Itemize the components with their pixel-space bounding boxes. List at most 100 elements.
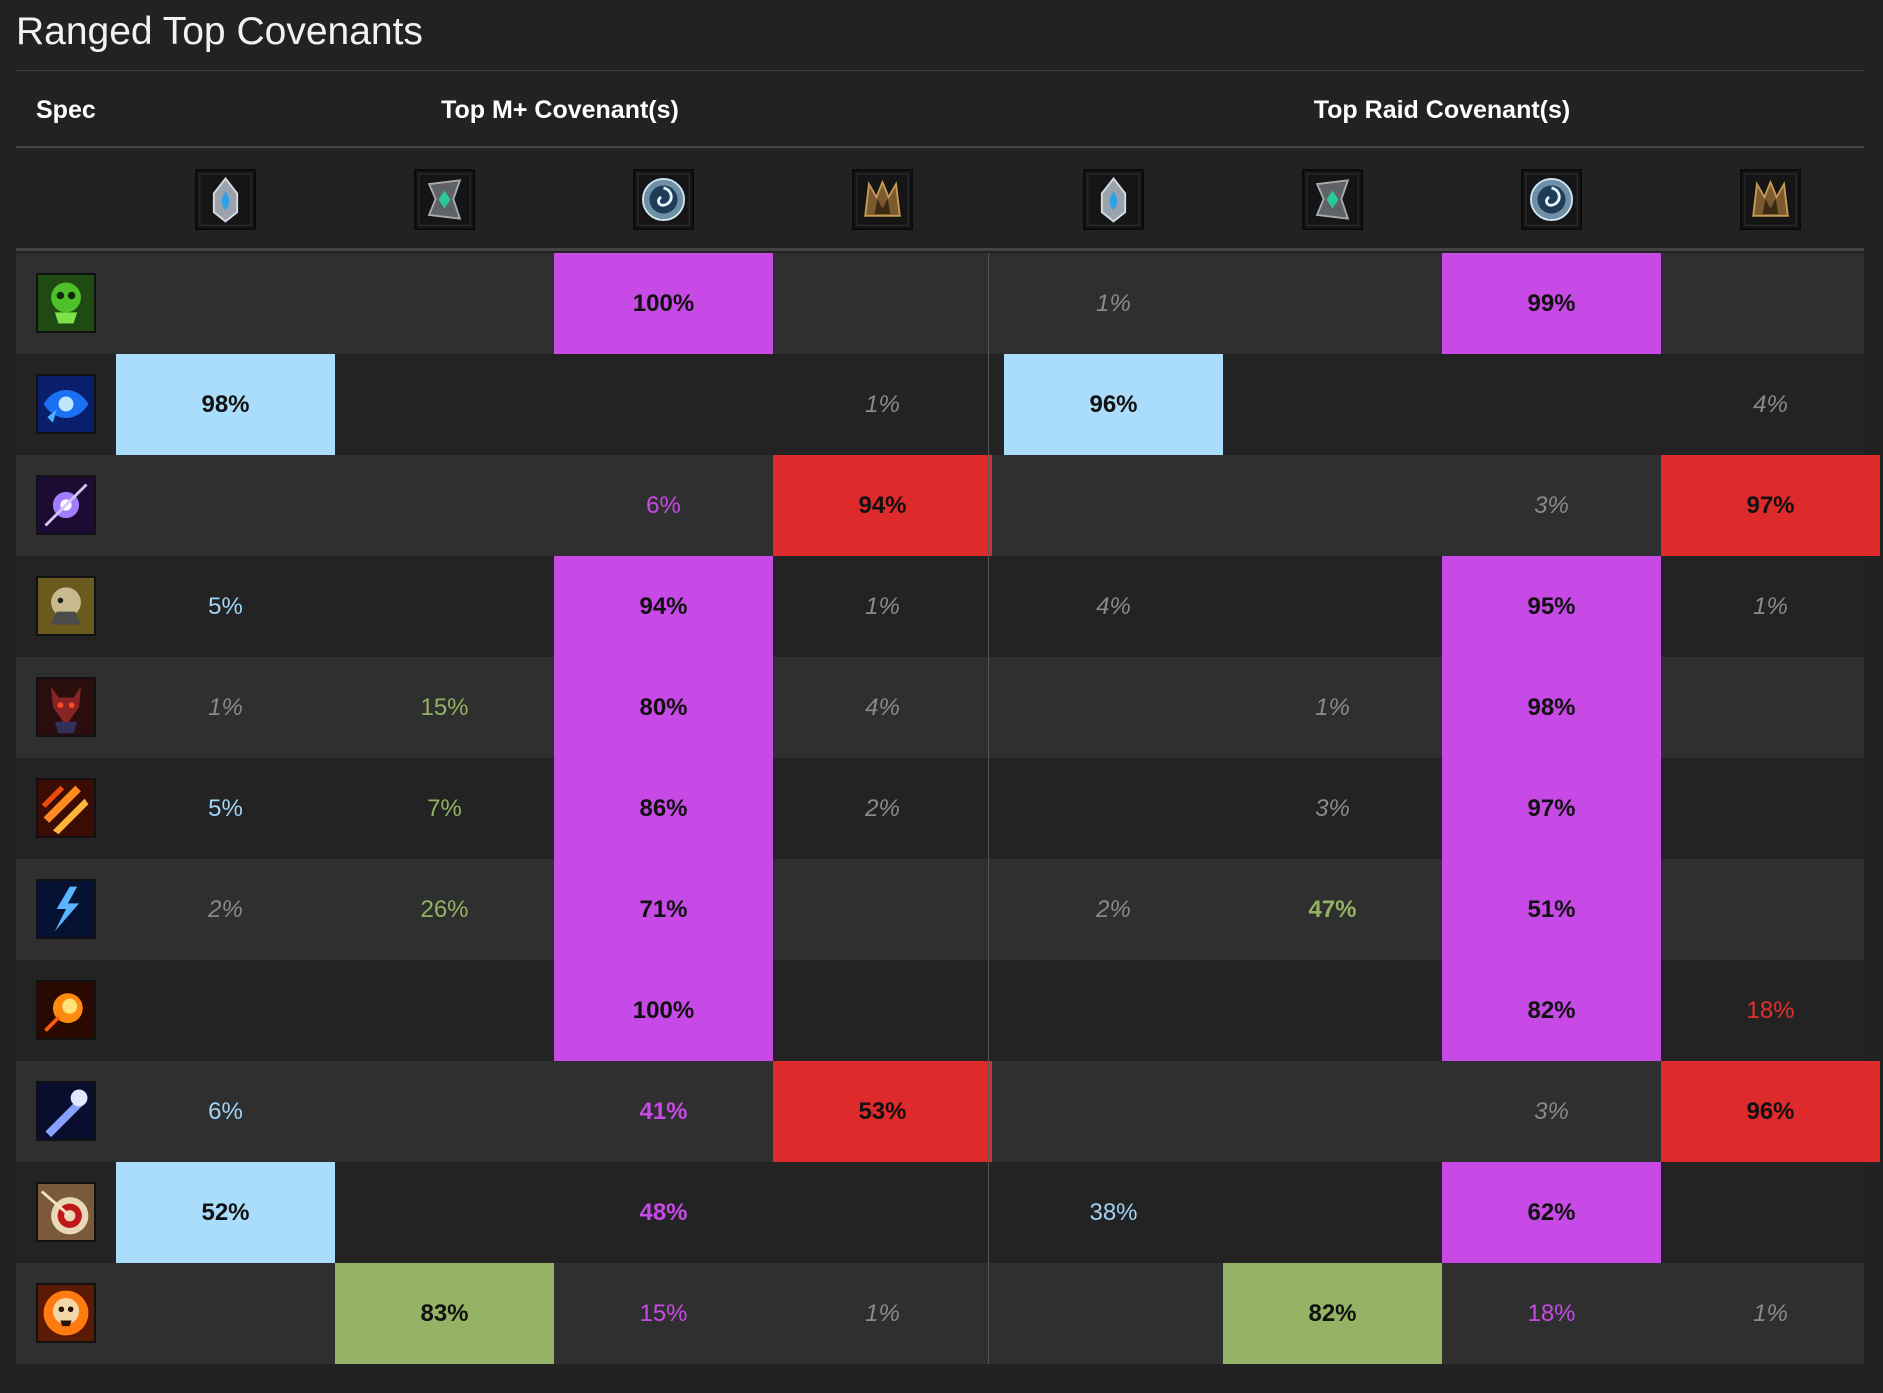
mplus-kyrian-cell: 6% — [208, 1098, 243, 1125]
title-divider — [16, 70, 1864, 71]
mplus-raid-divider — [988, 253, 989, 1364]
mplus-nightfae-cell: 41% — [639, 1098, 688, 1125]
mplus-venthyr-cell: 2% — [865, 795, 900, 822]
raid-venthyr-cell: 97% — [1661, 455, 1880, 556]
raid-nightfae-cell: 99% — [1442, 253, 1661, 354]
mplus-nightfae-cell: 86% — [554, 758, 773, 859]
mplus-venthyr-cell — [773, 960, 992, 1061]
mplus-nightfae-cell: 71% — [554, 859, 773, 960]
raid-venthyr-cell — [1661, 758, 1880, 859]
raid-necrolord-cell — [1223, 354, 1442, 455]
table-row: 1% 15% 80% 4% 1% 98% — [16, 657, 1864, 758]
spec-column-header: Spec — [36, 96, 96, 124]
mplus-necrolord-cell: 7% — [427, 795, 462, 822]
mplus-nightfae-cell: 48% — [639, 1199, 688, 1226]
table-row: 83% 15% 1% 82% 18% 1% — [16, 1263, 1864, 1364]
mplus-kyrian-cell — [116, 960, 335, 1061]
raid-kyrian-cell — [1004, 1263, 1223, 1364]
destruction-warlock-spec-icon — [36, 980, 96, 1040]
raid-necrolord-cell: 1% — [1315, 694, 1350, 721]
mplus-nightfae-cell: 94% — [554, 556, 773, 657]
raid-necrolord-cell: 47% — [1308, 896, 1357, 923]
table-row: 2% 26% 71% 2% 47% 51% — [16, 859, 1864, 960]
mplus-venthyr-cell: 1% — [865, 1300, 900, 1327]
mplus-kyrian-cell: 5% — [208, 593, 243, 620]
raid-venthyr-cell — [1661, 657, 1880, 758]
mplus-kyrian-cell: 98% — [116, 354, 335, 455]
necrolord-covenant-icon — [1302, 169, 1363, 230]
raid-venthyr-cell: 1% — [1753, 1300, 1788, 1327]
mplus-venthyr-cell: 4% — [865, 694, 900, 721]
covenant-table: 100% 1% 99% 98% 1% 96% 4% 6% 94% 3% 97% 5% 94% 1% 4% 95… — [16, 253, 1880, 1364]
mplus-kyrian-cell: 52% — [116, 1162, 335, 1263]
raid-nightfae-cell: 98% — [1442, 657, 1661, 758]
frost-mage-spec-icon — [36, 1081, 96, 1141]
mplus-necrolord-cell — [335, 960, 554, 1061]
raid-column-header: Top Raid Covenant(s) — [1313, 96, 1571, 124]
shadow-priest-spec-icon — [36, 475, 96, 535]
table-row: 6% 94% 3% 97% — [16, 455, 1880, 556]
kyrian-covenant-icon — [1083, 169, 1144, 230]
elemental-shaman-spec-icon — [36, 879, 96, 939]
raid-nightfae-cell: 95% — [1442, 556, 1661, 657]
raid-venthyr-cell: 96% — [1661, 1061, 1880, 1162]
balance-druid-spec-icon — [36, 374, 96, 434]
mplus-venthyr-cell: 1% — [865, 391, 900, 418]
mplus-necrolord-cell: 83% — [335, 1263, 554, 1364]
table-row: 52% 48% 38% 62% — [16, 1162, 1864, 1263]
raid-necrolord-cell — [1223, 1061, 1442, 1162]
necrolord-covenant-icon — [414, 169, 475, 230]
raid-nightfae-cell: 62% — [1442, 1162, 1661, 1263]
mplus-necrolord-cell: 15% — [420, 694, 469, 721]
raid-necrolord-cell — [1223, 1162, 1442, 1263]
mplus-venthyr-cell: 53% — [773, 1061, 992, 1162]
raid-nightfae-cell: 97% — [1442, 758, 1661, 859]
raid-nightfae-cell: 51% — [1442, 859, 1661, 960]
mplus-venthyr-cell: 94% — [773, 455, 992, 556]
raid-nightfae-cell: 82% — [1442, 960, 1661, 1061]
raid-kyrian-cell: 4% — [1096, 593, 1131, 620]
mplus-necrolord-cell — [335, 354, 554, 455]
mplus-venthyr-cell: 1% — [865, 593, 900, 620]
raid-venthyr-cell: 4% — [1753, 391, 1788, 418]
table-row: 6% 41% 53% 3% 96% — [16, 1061, 1880, 1162]
mplus-nightfae-cell: 100% — [554, 253, 773, 354]
table-row: 5% 7% 86% 2% 3% 97% — [16, 758, 1864, 859]
raid-venthyr-cell — [1661, 859, 1880, 960]
raid-kyrian-cell: 2% — [1096, 896, 1131, 923]
table-row: 100% 82% 18% — [16, 960, 1864, 1061]
mplus-column-header: Top M+ Covenant(s) — [441, 96, 679, 124]
mplus-kyrian-cell — [116, 253, 335, 354]
raid-nightfae-cell: 18% — [1527, 1300, 1576, 1327]
covenant-icon-row — [16, 150, 1864, 251]
raid-kyrian-cell — [1004, 1061, 1223, 1162]
raid-necrolord-cell: 82% — [1223, 1263, 1442, 1364]
kyrian-covenant-icon — [195, 169, 256, 230]
mplus-necrolord-cell — [335, 1061, 554, 1162]
raid-necrolord-cell — [1223, 556, 1442, 657]
arcane-mage-spec-icon — [36, 1283, 96, 1343]
venthyr-covenant-icon — [852, 169, 913, 230]
mplus-kyrian-cell: 1% — [208, 694, 243, 721]
raid-kyrian-cell: 1% — [1096, 290, 1131, 317]
raid-venthyr-cell: 1% — [1753, 593, 1788, 620]
night-fae-covenant-icon — [1521, 169, 1582, 230]
mplus-nightfae-cell — [554, 354, 773, 455]
mplus-nightfae-cell: 80% — [554, 657, 773, 758]
table-row: 5% 94% 1% 4% 95% 1% — [16, 556, 1864, 657]
beast-mastery-hunter-spec-icon — [36, 576, 96, 636]
affliction-warlock-spec-icon — [36, 273, 96, 333]
raid-kyrian-cell — [1004, 758, 1223, 859]
raid-kyrian-cell — [1004, 657, 1223, 758]
venthyr-covenant-icon — [1740, 169, 1801, 230]
raid-necrolord-cell — [1223, 455, 1442, 556]
fire-mage-spec-icon — [36, 778, 96, 838]
mplus-kyrian-cell: 2% — [208, 896, 243, 923]
demonology-warlock-spec-icon — [36, 677, 96, 737]
mplus-necrolord-cell — [335, 1162, 554, 1263]
night-fae-covenant-icon — [633, 169, 694, 230]
mplus-necrolord-cell — [335, 253, 554, 354]
raid-necrolord-cell — [1223, 253, 1442, 354]
raid-venthyr-cell — [1661, 1162, 1880, 1263]
raid-kyrian-cell: 96% — [1004, 354, 1223, 455]
